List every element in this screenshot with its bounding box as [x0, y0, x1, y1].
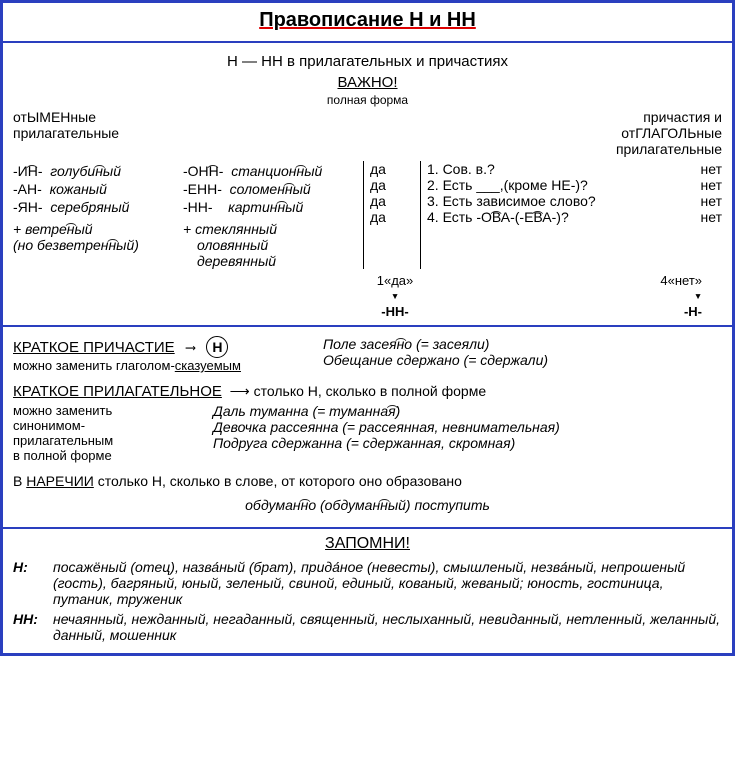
ex-stantsionnyy: станцион͡ный [231, 163, 322, 179]
subtitle: Н — НН в прилагательных и причастиях [13, 53, 722, 70]
adverb-pre: В [13, 473, 26, 489]
n-circled: Н [206, 336, 228, 358]
branch-left: отЫМЕНные прилагательные [13, 109, 226, 157]
ex-derevyannyy: деревянный [183, 253, 363, 269]
branch-left-line2: прилагательные [13, 125, 119, 141]
down-arrow-2: ▾ [694, 289, 702, 304]
short-participle-heading: КРАТКОЕ ПРИЧАСТИЕ [13, 339, 175, 356]
col-nn-suffixes: -ОН͡Н- станцион͡ный -ЕНН- соломен͡ный -Н… [183, 161, 363, 269]
short-participle-row: КРАТКОЕ ПРИЧАСТИЕ ⟶ Н можно заменить гла… [13, 336, 722, 373]
col-n-suffixes: -И͡Н- голуби͡ный -АН- кожаный -ЯН- сереб… [13, 161, 183, 269]
adverb-rule: столько Н, сколько в слове, от которого … [94, 473, 462, 489]
four-net-label: 4«нет» [660, 273, 702, 288]
branch-right: причастия и отГЛАГОЛЬные прилагательные [509, 109, 722, 157]
suf-onn: -ОН͡Н- [183, 163, 223, 179]
sp-ex1: Поле засея͡но (= засеяли) [323, 336, 722, 352]
suf-yan: -ЯН- [13, 199, 43, 215]
title-section: Правописание Н и НН [3, 3, 732, 43]
n-result: -Н- [684, 304, 702, 319]
arrows-row: 1«да» ▾ -НН- 4«нет» ▾ -Н- [13, 273, 722, 319]
sp-ex2: Обещание сдержано (= сдержали) [323, 352, 722, 368]
ex-serebryanyy: серебряный [50, 199, 129, 215]
adverb-example: обдуман͡но (обдуман͡ный) поступить [13, 497, 722, 513]
ex-kozhanyy: кожаный [50, 181, 107, 197]
down-arrow-1: ▾ [391, 289, 399, 304]
sa-ex1: Даль туманна (= туманна͡я) [213, 403, 722, 419]
sa-note3: прилагательным [13, 433, 213, 448]
q1: 1. Сов. в.? [427, 161, 682, 177]
nn-exceptions-row: НН: нечаянный, нежданный, негаданный, св… [13, 611, 722, 643]
ex-bezvetrennyy: (но безветрен͡ный) [13, 237, 183, 253]
ex-golubinyy: голуби͡ный [50, 163, 121, 179]
nn-result: -НН- [381, 304, 408, 319]
main-title: Правописание Н и НН [13, 9, 722, 35]
short-adjective-detail: можно заменить синонимом- прилагательным… [13, 403, 722, 463]
da2: да [370, 177, 420, 193]
sa-rule: ⟶ столько Н, сколько в полной форме [230, 383, 486, 399]
suf-an: -АН- [13, 181, 42, 197]
ex-steklyannyy: + стеклянный [183, 221, 363, 237]
col-net: нет нет нет нет [682, 161, 722, 269]
ex-olovyannyy: оловянный [183, 237, 363, 253]
important-label: ВАЖНО! [13, 74, 722, 91]
n-exceptions-text: посажёный (отец), назва́ный (брат), прид… [53, 559, 722, 607]
nn-label: НН: [13, 611, 53, 643]
branches-row: отЫМЕНные прилагательные причастия и отГ… [13, 109, 722, 157]
sa-ex3: Подруга сдержанна (= сдержанная, скромна… [213, 435, 722, 451]
remember-heading: ЗАПОМНИ! [13, 535, 722, 553]
sa-note1: можно заменить [13, 403, 213, 418]
q4: 4. Есть -О͡ВА-(-Е͡ВА-)? [427, 209, 682, 225]
sp-note2: сказуемым [175, 358, 241, 373]
suf-nn: -НН- [183, 199, 213, 215]
short-adjective-heading: КРАТКОЕ ПРИЛАГАТЕЛЬНОЕ [13, 383, 222, 400]
short-forms-section: КРАТКОЕ ПРИЧАСТИЕ ⟶ Н можно заменить гла… [3, 327, 732, 529]
n-exceptions-row: Н: посажёный (отец), назва́ный (брат), п… [13, 559, 722, 607]
sa-ex2: Девочка рассеянна (= рассеянная, невнима… [213, 419, 722, 435]
suf-in: -И͡Н- [13, 163, 43, 179]
suf-enn: -ЕНН- [183, 181, 222, 197]
col-da: да да да да [363, 161, 420, 269]
ex-kartinnyy: картин͡ный [228, 199, 303, 215]
da3: да [370, 193, 420, 209]
one-da-label: 1«да» [377, 273, 414, 288]
col-questions: 1. Сов. в.? 2. Есть ___,(кроме НЕ-)? 3. … [420, 161, 682, 269]
net3: нет [682, 193, 722, 209]
arrow-icon: ⟶ [186, 340, 194, 356]
branch-right-line2: отГЛАГОЛЬные [621, 125, 722, 141]
branch-left-line1: отЫМЕНные [13, 109, 96, 125]
q3: 3. Есть зависимое слово? [427, 193, 682, 209]
adverb-heading: НАРЕЧИИ [26, 473, 94, 489]
branch-right-line1: причастия и [643, 109, 722, 125]
net2: нет [682, 177, 722, 193]
exceptions-section: ЗАПОМНИ! Н: посажёный (отец), назва́ный … [3, 529, 732, 653]
da4: да [370, 209, 420, 225]
adverb-row: В НАРЕЧИИ столько Н, сколько в слове, от… [13, 473, 722, 489]
branch-right-line3: прилагательные [616, 141, 722, 157]
net4: нет [682, 209, 722, 225]
net1: нет [682, 161, 722, 177]
sa-note2: синонимом- [13, 418, 213, 433]
sa-note4: в полной форме [13, 448, 213, 463]
nn-exceptions-text: нечаянный, нежданный, негаданный, священ… [53, 611, 722, 643]
full-form-label: полная форма [13, 93, 722, 107]
da1: да [370, 161, 420, 177]
n-label: Н: [13, 559, 53, 607]
ex-vetrenyy: + ветре͡ный [13, 221, 183, 237]
short-adjective-row: КРАТКОЕ ПРИЛАГАТЕЛЬНОЕ ⟶ столько Н, скол… [13, 383, 722, 400]
ex-solomennyy: соломен͡ный [230, 181, 311, 197]
suffix-grid: -И͡Н- голуби͡ный -АН- кожаный -ЯН- сереб… [13, 161, 722, 269]
sp-note1: можно заменить глаголом- [13, 358, 175, 373]
main-rules-section: Н — НН в прилагательных и причастиях ВАЖ… [3, 43, 732, 327]
q2: 2. Есть ___,(кроме НЕ-)? [427, 177, 682, 193]
